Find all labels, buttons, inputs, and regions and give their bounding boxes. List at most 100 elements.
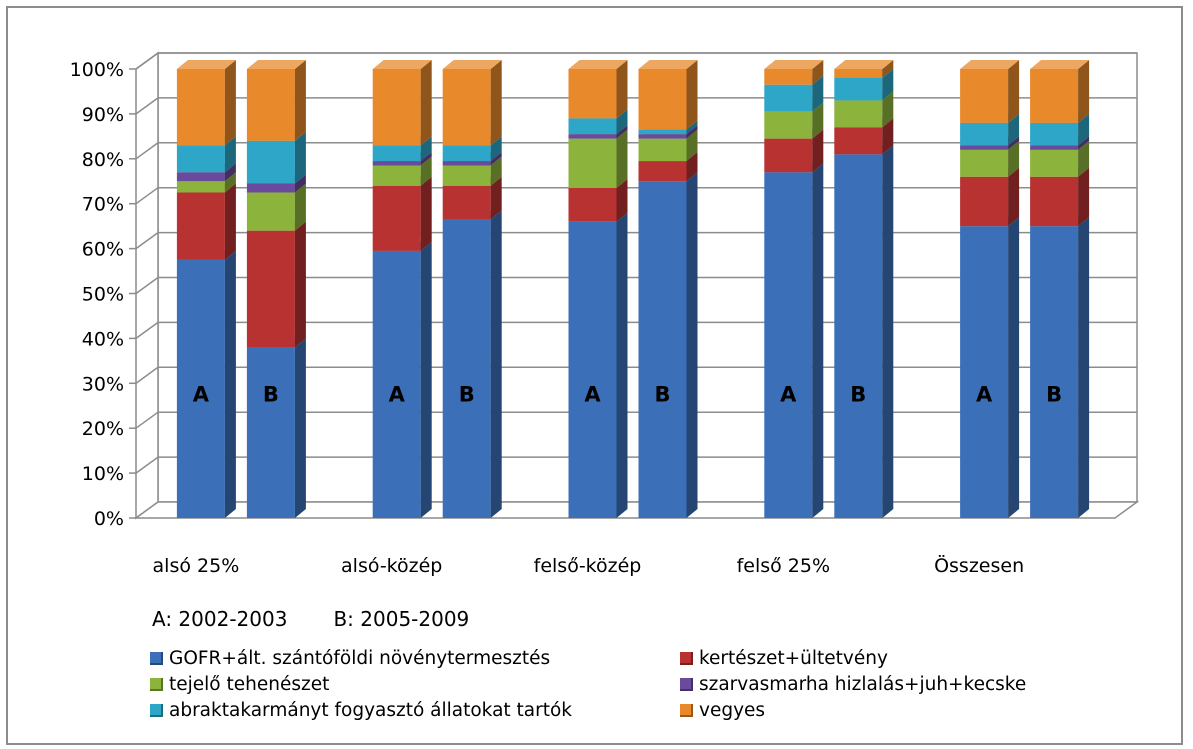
bar-label-b: B (850, 383, 866, 407)
bar-segment-front (568, 221, 617, 518)
bar-segment-top (246, 60, 306, 69)
bar-segment-side (294, 131, 306, 184)
bar-segment-side (686, 125, 698, 139)
bar-segment-side (294, 183, 306, 231)
y-tick-label: 30% (82, 373, 124, 395)
bar-segment (246, 221, 306, 348)
y-tick-label: 70% (82, 194, 124, 216)
legend-item: kertészet+ültetvény (680, 648, 888, 669)
bar-segment-front (1030, 145, 1079, 150)
bar-segment-front (960, 145, 1009, 150)
y-tick-label: 10% (82, 463, 124, 485)
bar-segment (764, 60, 824, 85)
bar-segment (834, 60, 894, 78)
bar-segment-front (176, 192, 225, 260)
bar-segment-top (638, 60, 698, 69)
bar-segment (764, 163, 824, 518)
bar-segment-side (224, 163, 236, 182)
bar-segment-front (568, 69, 617, 119)
legend-item: szarvasmarha hizlalás+juh+kecske (680, 674, 1026, 695)
bar-segment-side (616, 129, 628, 188)
bar-segment-front (960, 69, 1009, 123)
bar-segment-front (372, 145, 421, 162)
bar-segment-side (882, 91, 894, 128)
bar-segment-side (1008, 60, 1020, 123)
bar-segment-front (442, 165, 491, 186)
bar-segment-side (224, 136, 236, 173)
bar-segment-side (1078, 167, 1090, 227)
period-note-a: A: 2002-2003 (152, 607, 288, 631)
bar-segment-side (686, 120, 698, 135)
bar-segment (638, 172, 698, 518)
bar-segment-front (1030, 149, 1079, 177)
bar-segment-front (442, 69, 491, 146)
bar-label-b: B (1046, 383, 1062, 407)
bar-segment-top (176, 60, 236, 69)
bar-segment-front (834, 77, 883, 101)
period-note: A: 2002-2003 B: 2005-2009 (152, 607, 515, 631)
bar-segment-side (420, 152, 432, 166)
bar-segment-side (1078, 60, 1090, 123)
bar-segment-side (1078, 140, 1090, 177)
bar-segment-front (834, 127, 883, 155)
legend-swatch (150, 678, 163, 691)
bar-segment-side (616, 125, 628, 139)
legend-item: tejelő tehenészet (150, 674, 329, 695)
bar-segment-front (246, 192, 295, 231)
bar-segment-front (764, 138, 813, 173)
y-tick-label: 20% (82, 418, 124, 440)
legend-swatch (150, 652, 163, 665)
legend-swatch (680, 678, 693, 691)
y-tick-label: 80% (82, 149, 124, 171)
bar-segment-front (176, 145, 225, 173)
bar-segment-side (1008, 217, 1020, 518)
bar-segment-front (638, 138, 687, 162)
bar-segment-side (882, 145, 894, 518)
bar-segment-front (442, 219, 491, 519)
bar-label-b: B (459, 383, 475, 407)
bar-segment-front (834, 154, 883, 518)
bar-segment (834, 145, 894, 518)
bar-segment-front (568, 134, 617, 139)
bar-segment-front (764, 84, 813, 112)
bar-segment-front (1030, 176, 1079, 227)
legend-label: szarvasmarha hizlalás+juh+kecske (699, 674, 1027, 695)
bar-segment-side (882, 60, 894, 78)
bar-segment-front (764, 111, 813, 139)
legend-swatch (680, 652, 693, 665)
bar-segment-side (812, 102, 824, 139)
bar-segment (246, 338, 306, 518)
bar-segment-front (638, 161, 687, 182)
bar-segment-side (1078, 113, 1090, 146)
y-tick-label: 90% (82, 104, 124, 126)
bar-segment-front (1030, 226, 1079, 518)
bar-segment-side (812, 163, 824, 518)
bar-segment-front (442, 161, 491, 166)
bar-segment-front (834, 100, 883, 128)
bar-segment-front (442, 145, 491, 162)
bar-segment-front (568, 118, 617, 135)
bar-segment-front (372, 185, 421, 251)
bar-segment (442, 210, 502, 519)
bar-segment (372, 241, 432, 518)
bar-segment (568, 60, 628, 119)
bar-segment-side (294, 174, 306, 193)
bar-segment-front (834, 69, 883, 78)
bar-segment (638, 60, 698, 130)
bar-segment-top (568, 60, 628, 69)
bar-segment-front (568, 187, 617, 222)
bar-label-a: A (584, 383, 601, 407)
bar-segment-side (686, 152, 698, 182)
legend-item: GOFR+ált. szántóföldi növénytermesztés (150, 648, 550, 669)
bar-label-a: A (976, 383, 993, 407)
bar-segment-front (372, 69, 421, 146)
bar-segment-side (420, 136, 432, 162)
bar-segment-side (224, 183, 236, 260)
legend-label: GOFR+ált. szántóföldi növénytermesztés (169, 648, 551, 669)
bar-segment-side (882, 118, 894, 155)
y-tick-label: 40% (82, 328, 124, 350)
bar-segment-side (224, 250, 236, 518)
bar-segment-side (616, 109, 628, 135)
bar-segment-front (246, 140, 295, 184)
